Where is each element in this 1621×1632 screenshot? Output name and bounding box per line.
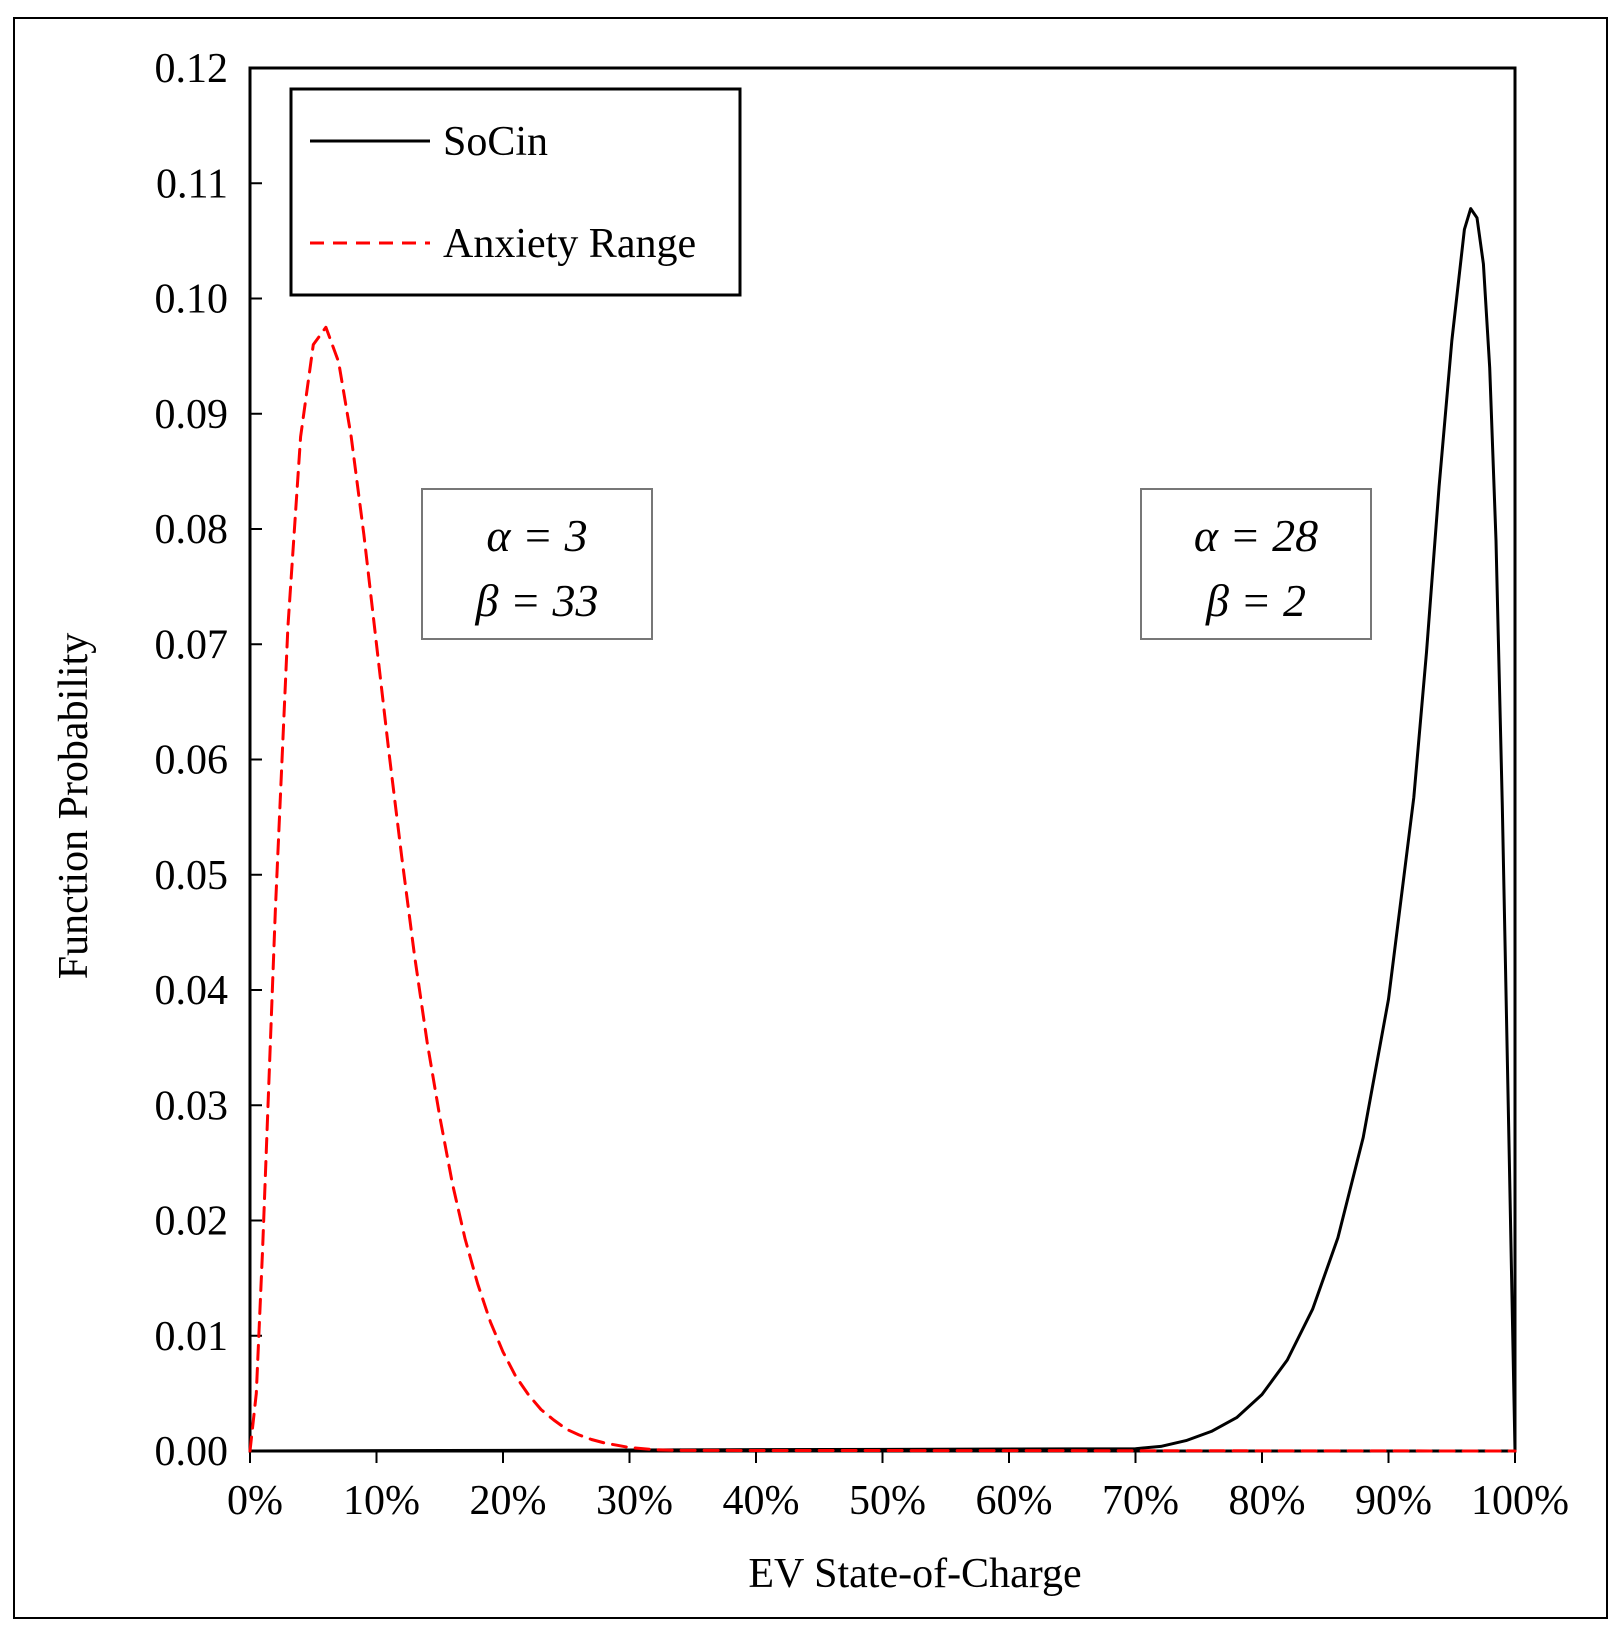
y-tick-label: 0.01 [155, 1314, 229, 1360]
x-tick-label: 60% [976, 1478, 1053, 1524]
annotation-anxiety-alpha: α = 3 [486, 510, 587, 561]
y-tick-label: 0.05 [155, 853, 229, 899]
x-tick-label: 90% [1355, 1478, 1432, 1524]
series-layer [248, 207, 1517, 1453]
x-tick-label: 20% [470, 1478, 547, 1524]
legend-box [289, 87, 742, 297]
y-tick-label: 0.07 [155, 622, 229, 668]
series-line-socin [248, 207, 1517, 1453]
y-tick-label: 0.08 [155, 507, 229, 553]
annotation-socin-alpha: α = 28 [1194, 510, 1318, 561]
annotation-anxiety-params: α = 3 β = 33 [421, 488, 653, 640]
y-tick-label: 0.09 [155, 392, 229, 438]
x-tick-label: 40% [723, 1478, 800, 1524]
y-tick-label: 0.04 [155, 968, 229, 1014]
series-line-anxiety-range [248, 325, 1517, 1453]
annotation-anxiety-beta: β = 33 [475, 575, 599, 626]
x-tick-label: 70% [1102, 1478, 1179, 1524]
y-tick-label: 0.10 [155, 277, 229, 323]
annotation-socin-beta: β = 2 [1205, 575, 1306, 626]
y-axis-ticks: 0.00 0.01 0.02 0.03 0.04 0.05 0.06 0.07 0.08 0.09… [155, 46, 262, 1475]
x-axis-ticks: 0% 10% 20% 30% 40% 50% 60% 70% 80% 90% 100% [227, 1451, 1569, 1524]
annotation-socin-box [1140, 488, 1372, 640]
x-tick-label: 0% [227, 1478, 283, 1524]
y-tick-label: 0.03 [155, 1083, 229, 1129]
legend-label-socin: SoCin [443, 119, 548, 165]
x-tick-label: 100% [1471, 1478, 1569, 1524]
x-tick-label: 30% [596, 1478, 673, 1524]
x-tick-label: 50% [849, 1478, 926, 1524]
annotation-socin-params: α = 28 β = 2 [1140, 488, 1372, 640]
y-tick-label: 0.06 [155, 738, 229, 784]
x-tick-label: 80% [1229, 1478, 1306, 1524]
y-tick-label: 0.00 [155, 1429, 229, 1475]
legend: SoCin Anxiety Range [289, 87, 742, 297]
y-axis-title: Function Probability [51, 633, 97, 980]
annotation-anxiety-box [421, 488, 653, 640]
x-tick-label: 10% [343, 1478, 420, 1524]
y-tick-label: 0.12 [155, 46, 229, 92]
legend-label-anxiety-range: Anxiety Range [443, 221, 696, 267]
x-axis-title: EV State-of-Charge [748, 1551, 1081, 1597]
y-tick-label: 0.02 [155, 1199, 229, 1245]
y-tick-label: 0.11 [156, 161, 228, 207]
